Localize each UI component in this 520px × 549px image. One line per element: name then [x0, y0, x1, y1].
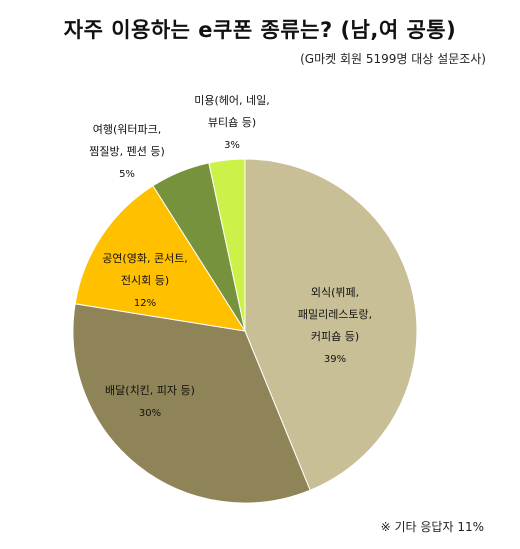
pie-slice: [244, 158, 418, 491]
slice-label: 미용(헤어, 네일, 뷰티숍 등) 3%: [194, 93, 270, 151]
chart-title: 자주 이용하는 e쿠폰 종류는? (남,여 공통): [63, 18, 457, 42]
slice-label: 배달(치킨, 피자 등) 30%: [105, 384, 195, 419]
slice-label: 외식(뷔페, 패밀리레스토랑, 커피숍 등) 39%: [298, 286, 372, 365]
pie-slice: [208, 158, 246, 332]
footnote: ※ 기타 응답자 11%: [380, 520, 484, 534]
slice-label: 여행(워터파크, 찜질방, 펜션 등) 5%: [89, 123, 165, 180]
pie-slice: [72, 303, 311, 504]
chart-subtitle: (G마켓 회원 5199명 대상 설문조사): [300, 52, 486, 66]
slice-label: 공연(영화, 콘서트, 전시회 등) 12%: [102, 252, 188, 309]
pie-slice: [74, 185, 247, 332]
